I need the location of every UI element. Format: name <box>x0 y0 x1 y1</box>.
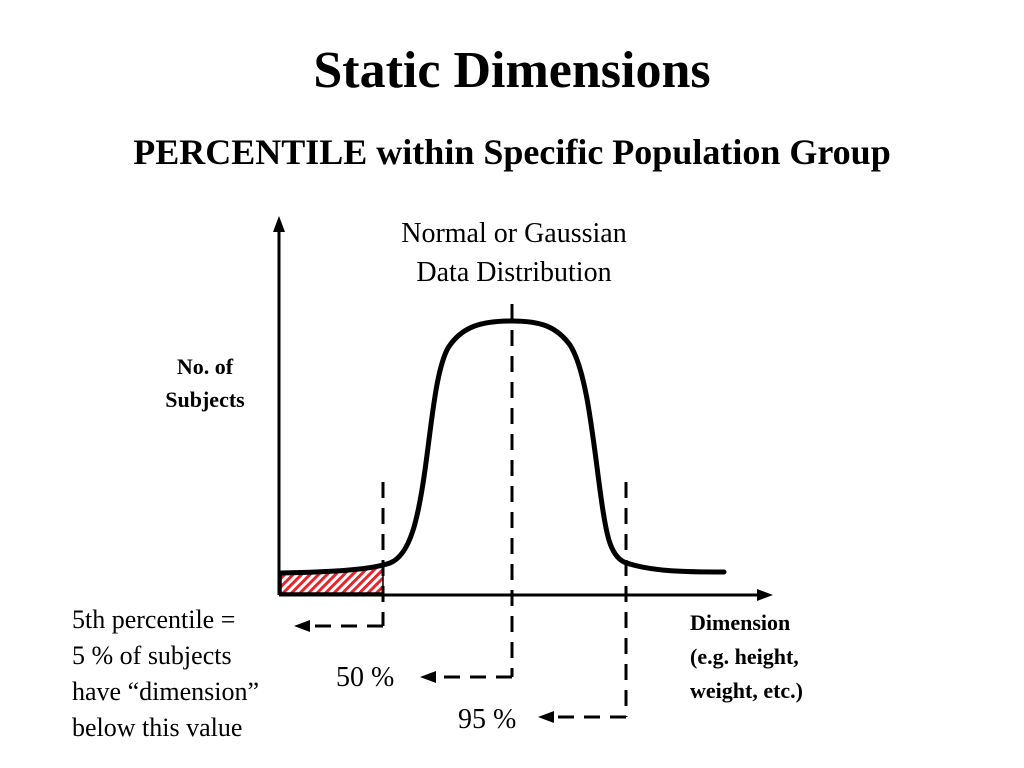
slide-title: Static Dimensions <box>313 42 711 99</box>
note-line-3: have “dimension” <box>72 676 259 706</box>
percentile-95-arrowhead <box>538 711 554 723</box>
caption-line-1: Normal or Gaussian <box>401 218 627 249</box>
note-line-1: 5th percentile = <box>72 605 236 634</box>
x-axis-label-line-2: (e.g. height, <box>690 643 799 669</box>
percentile-5-arrowhead <box>294 620 310 632</box>
x-axis-label: Dimension (e.g. height, weight, etc.) <box>690 606 880 708</box>
y-axis-label: No. of Subjects <box>140 350 270 416</box>
distribution-caption: Normal or Gaussian Data Distribution <box>352 214 676 292</box>
distribution-curve <box>278 318 727 576</box>
slide-subtitle: PERCENTILE within Specific Population Gr… <box>133 132 891 172</box>
caption-line-2: Data Distribution <box>416 257 612 289</box>
fifth-percentile-note: 5th percentile = 5 % of subjects have “d… <box>72 602 332 746</box>
percentile-95-label: 95 % <box>458 704 517 735</box>
note-line-2: 5 % of subjects <box>72 640 232 670</box>
note-line-4: below this value <box>72 712 243 742</box>
x-axis-arrowhead <box>757 589 773 601</box>
percentile-50-arrowhead <box>420 671 436 683</box>
percentile-50-label: 50 % <box>336 662 395 693</box>
y-axis-label-line-1: No. of <box>176 354 234 379</box>
y-axis-label-line-2: Subjects <box>165 387 245 412</box>
y-axis-arrowhead <box>273 216 285 232</box>
x-axis-label-line-3: weight, etc.) <box>690 677 804 703</box>
x-axis-label-line-1: Dimension <box>690 610 791 635</box>
